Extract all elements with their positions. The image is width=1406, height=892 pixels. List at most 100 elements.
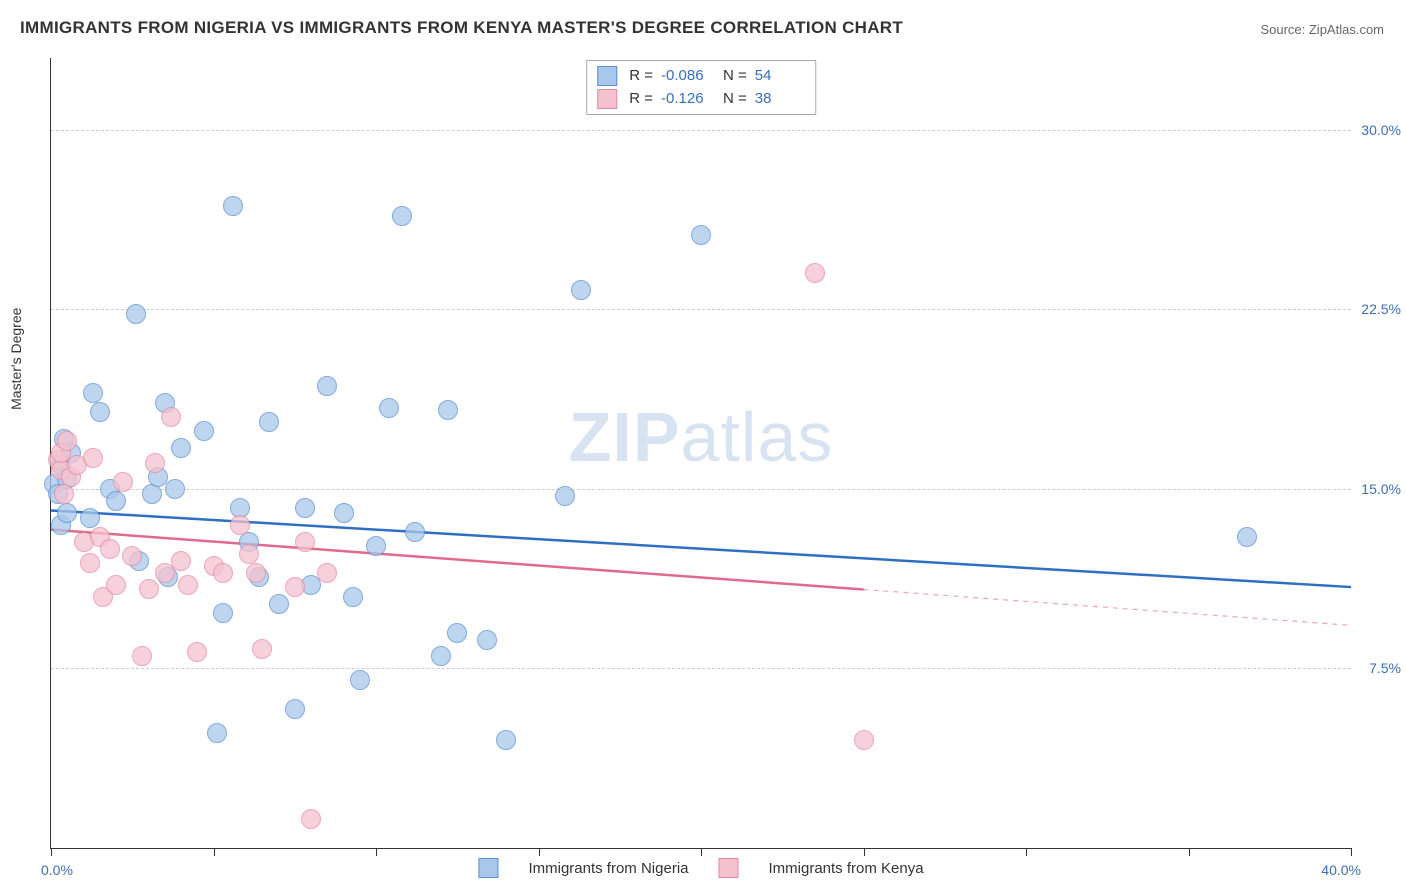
bottom-legend: Immigrants from Nigeria Immigrants from … <box>478 858 923 878</box>
stats-r-nigeria: -0.086 <box>661 65 711 88</box>
data-point-nigeria <box>555 486 575 506</box>
chart-title: IMMIGRANTS FROM NIGERIA VS IMMIGRANTS FR… <box>20 18 903 38</box>
y-axis-title: Master's Degree <box>8 308 24 410</box>
data-point-kenya <box>171 551 191 571</box>
data-point-nigeria <box>392 206 412 226</box>
data-point-nigeria <box>165 479 185 499</box>
stats-r-kenya: -0.126 <box>661 88 711 111</box>
data-point-kenya <box>213 563 233 583</box>
data-point-kenya <box>83 448 103 468</box>
x-tick <box>1351 848 1352 856</box>
x-tick <box>1026 848 1027 856</box>
legend-label-kenya: Immigrants from Kenya <box>769 860 924 877</box>
data-point-kenya <box>246 563 266 583</box>
data-point-kenya <box>106 575 126 595</box>
data-point-kenya <box>122 546 142 566</box>
x-tick <box>1189 848 1190 856</box>
data-point-nigeria <box>126 304 146 324</box>
y-tick-label: 15.0% <box>1356 481 1401 497</box>
data-point-nigeria <box>207 723 227 743</box>
data-point-kenya <box>113 472 133 492</box>
data-point-nigeria <box>366 536 386 556</box>
data-point-nigeria <box>334 503 354 523</box>
swatch-kenya <box>597 89 617 109</box>
legend-swatch-nigeria <box>478 858 498 878</box>
data-point-nigeria <box>343 587 363 607</box>
data-point-nigeria <box>571 280 591 300</box>
data-point-nigeria <box>317 376 337 396</box>
data-point-nigeria <box>447 623 467 643</box>
data-point-nigeria <box>285 699 305 719</box>
data-point-nigeria <box>213 603 233 623</box>
x-tick <box>376 848 377 856</box>
data-point-nigeria <box>80 508 100 528</box>
data-point-kenya <box>805 263 825 283</box>
data-point-nigeria <box>194 421 214 441</box>
data-point-nigeria <box>171 438 191 458</box>
data-point-nigeria <box>57 503 77 523</box>
x-axis-min-label: 0.0% <box>41 862 73 878</box>
data-point-kenya <box>139 579 159 599</box>
stats-n-nigeria: 54 <box>755 65 805 88</box>
data-point-nigeria <box>379 398 399 418</box>
data-point-nigeria <box>223 196 243 216</box>
x-tick <box>51 848 52 856</box>
data-point-nigeria <box>350 670 370 690</box>
stats-r-label: R = <box>629 65 653 88</box>
data-point-nigeria <box>691 225 711 245</box>
data-point-nigeria <box>496 730 516 750</box>
data-point-nigeria <box>269 594 289 614</box>
data-point-kenya <box>230 515 250 535</box>
data-point-nigeria <box>405 522 425 542</box>
stats-legend-box: R = -0.086 N = 54 R = -0.126 N = 38 <box>586 60 816 115</box>
x-tick <box>214 848 215 856</box>
data-point-kenya <box>57 431 77 451</box>
data-point-kenya <box>239 544 259 564</box>
data-point-nigeria <box>477 630 497 650</box>
data-point-kenya <box>854 730 874 750</box>
data-point-nigeria <box>90 402 110 422</box>
gridline <box>51 130 1351 131</box>
data-point-kenya <box>252 639 272 659</box>
trend-lines-svg <box>51 58 1351 848</box>
x-tick <box>539 848 540 856</box>
data-point-kenya <box>295 532 315 552</box>
stats-n-label-2: N = <box>723 88 747 111</box>
stats-r-label-2: R = <box>629 88 653 111</box>
data-point-kenya <box>100 539 120 559</box>
gridline <box>51 489 1351 490</box>
y-tick-label: 7.5% <box>1356 660 1401 676</box>
data-point-nigeria <box>1237 527 1257 547</box>
data-point-nigeria <box>438 400 458 420</box>
data-point-kenya <box>187 642 207 662</box>
legend-swatch-kenya <box>719 858 739 878</box>
data-point-kenya <box>145 453 165 473</box>
data-point-kenya <box>161 407 181 427</box>
stats-n-label: N = <box>723 65 747 88</box>
data-point-kenya <box>285 577 305 597</box>
gridline <box>51 309 1351 310</box>
data-point-kenya <box>317 563 337 583</box>
data-point-kenya <box>80 553 100 573</box>
x-tick <box>864 848 865 856</box>
y-tick-label: 22.5% <box>1356 301 1401 317</box>
data-point-nigeria <box>295 498 315 518</box>
source-label: Source: ZipAtlas.com <box>1260 22 1384 37</box>
data-point-kenya <box>132 646 152 666</box>
plot-area: Master's Degree ZIPatlas R = -0.086 N = … <box>50 58 1351 849</box>
x-tick <box>701 848 702 856</box>
data-point-nigeria <box>259 412 279 432</box>
data-point-kenya <box>301 809 321 829</box>
data-point-nigeria <box>431 646 451 666</box>
data-point-nigeria <box>83 383 103 403</box>
stats-row-nigeria: R = -0.086 N = 54 <box>597 65 805 88</box>
swatch-nigeria <box>597 66 617 86</box>
stats-row-kenya: R = -0.126 N = 38 <box>597 88 805 111</box>
stats-n-kenya: 38 <box>755 88 805 111</box>
data-point-nigeria <box>106 491 126 511</box>
legend-label-nigeria: Immigrants from Nigeria <box>528 860 688 877</box>
gridline <box>51 668 1351 669</box>
x-axis-max-label: 40.0% <box>1321 862 1361 878</box>
y-tick-label: 30.0% <box>1356 122 1401 138</box>
trendline-dashed-kenya <box>864 589 1352 625</box>
